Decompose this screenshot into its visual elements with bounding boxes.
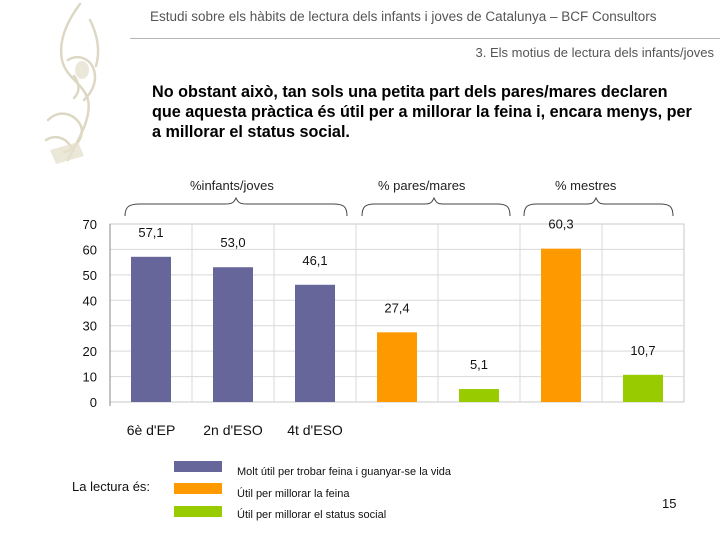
y-tick-label: 40 (83, 293, 97, 308)
header-divider (130, 38, 720, 39)
bar-value-label: 46,1 (302, 253, 327, 268)
brace-infants (124, 196, 348, 217)
y-tick-label: 10 (83, 370, 97, 385)
bar-value-label: 27,4 (384, 300, 409, 315)
bar-value-label: 57,1 (138, 225, 163, 240)
group-label-infants: %infants/joves (190, 178, 274, 193)
x-category-label: 6è d'EP (127, 422, 176, 438)
bar-4 (377, 332, 417, 402)
header-title: Estudi sobre els hàbits de lectura dels … (150, 9, 657, 24)
group-label-pares: % pares/mares (378, 178, 466, 193)
logo-reading-figure (44, 2, 100, 164)
y-tick-label: 60 (83, 242, 97, 257)
bar-7 (623, 374, 663, 402)
page-number: 15 (662, 496, 677, 511)
y-tick-label: 0 (90, 395, 97, 410)
bar-1 (131, 256, 171, 402)
legend-label-millorar-feina: Útil per millorar la feina (237, 488, 350, 500)
legend-swatch-feina-vida (174, 461, 222, 472)
brace-mestres (523, 196, 674, 217)
y-tick-label: 30 (83, 319, 97, 334)
y-tick-label: 20 (83, 344, 97, 359)
x-category-label: 2n d'ESO (203, 422, 263, 438)
section-title: 3. Els motius de lectura dels infants/jo… (475, 45, 714, 60)
bar-5 (459, 389, 499, 402)
legend-label-feina-vida: Molt útil per trobar feina i guanyar-se … (237, 466, 451, 478)
legend-label-status-social: Útil per millorar el status social (237, 509, 387, 521)
bar-3 (295, 284, 335, 402)
bar-value-label: 5,1 (470, 357, 488, 372)
legend-prefix: La lectura és: (72, 479, 151, 494)
slide-headline: No obstant això, tan sols una petita par… (152, 83, 692, 141)
bar-6 (541, 248, 581, 402)
brace-pares (361, 196, 511, 217)
y-tick-label: 70 (83, 217, 97, 232)
group-braces (124, 196, 674, 217)
bar-value-label: 60,3 (548, 217, 573, 232)
x-category-label: 4t d'ESO (287, 422, 343, 438)
bar-value-label: 53,0 (220, 235, 245, 250)
plot-area: 0 10 20 30 40 50 60 70 57,1 53,0 46,1 27,4 5,1 60,3 10… (83, 217, 685, 438)
group-label-mestres: % mestres (555, 178, 617, 193)
y-tick-label: 50 (83, 268, 97, 283)
bar-2 (213, 267, 253, 402)
legend-swatch-status-social (174, 506, 222, 517)
bar-value-label: 10,7 (630, 343, 655, 358)
legend-swatch-millorar-feina (174, 483, 222, 494)
